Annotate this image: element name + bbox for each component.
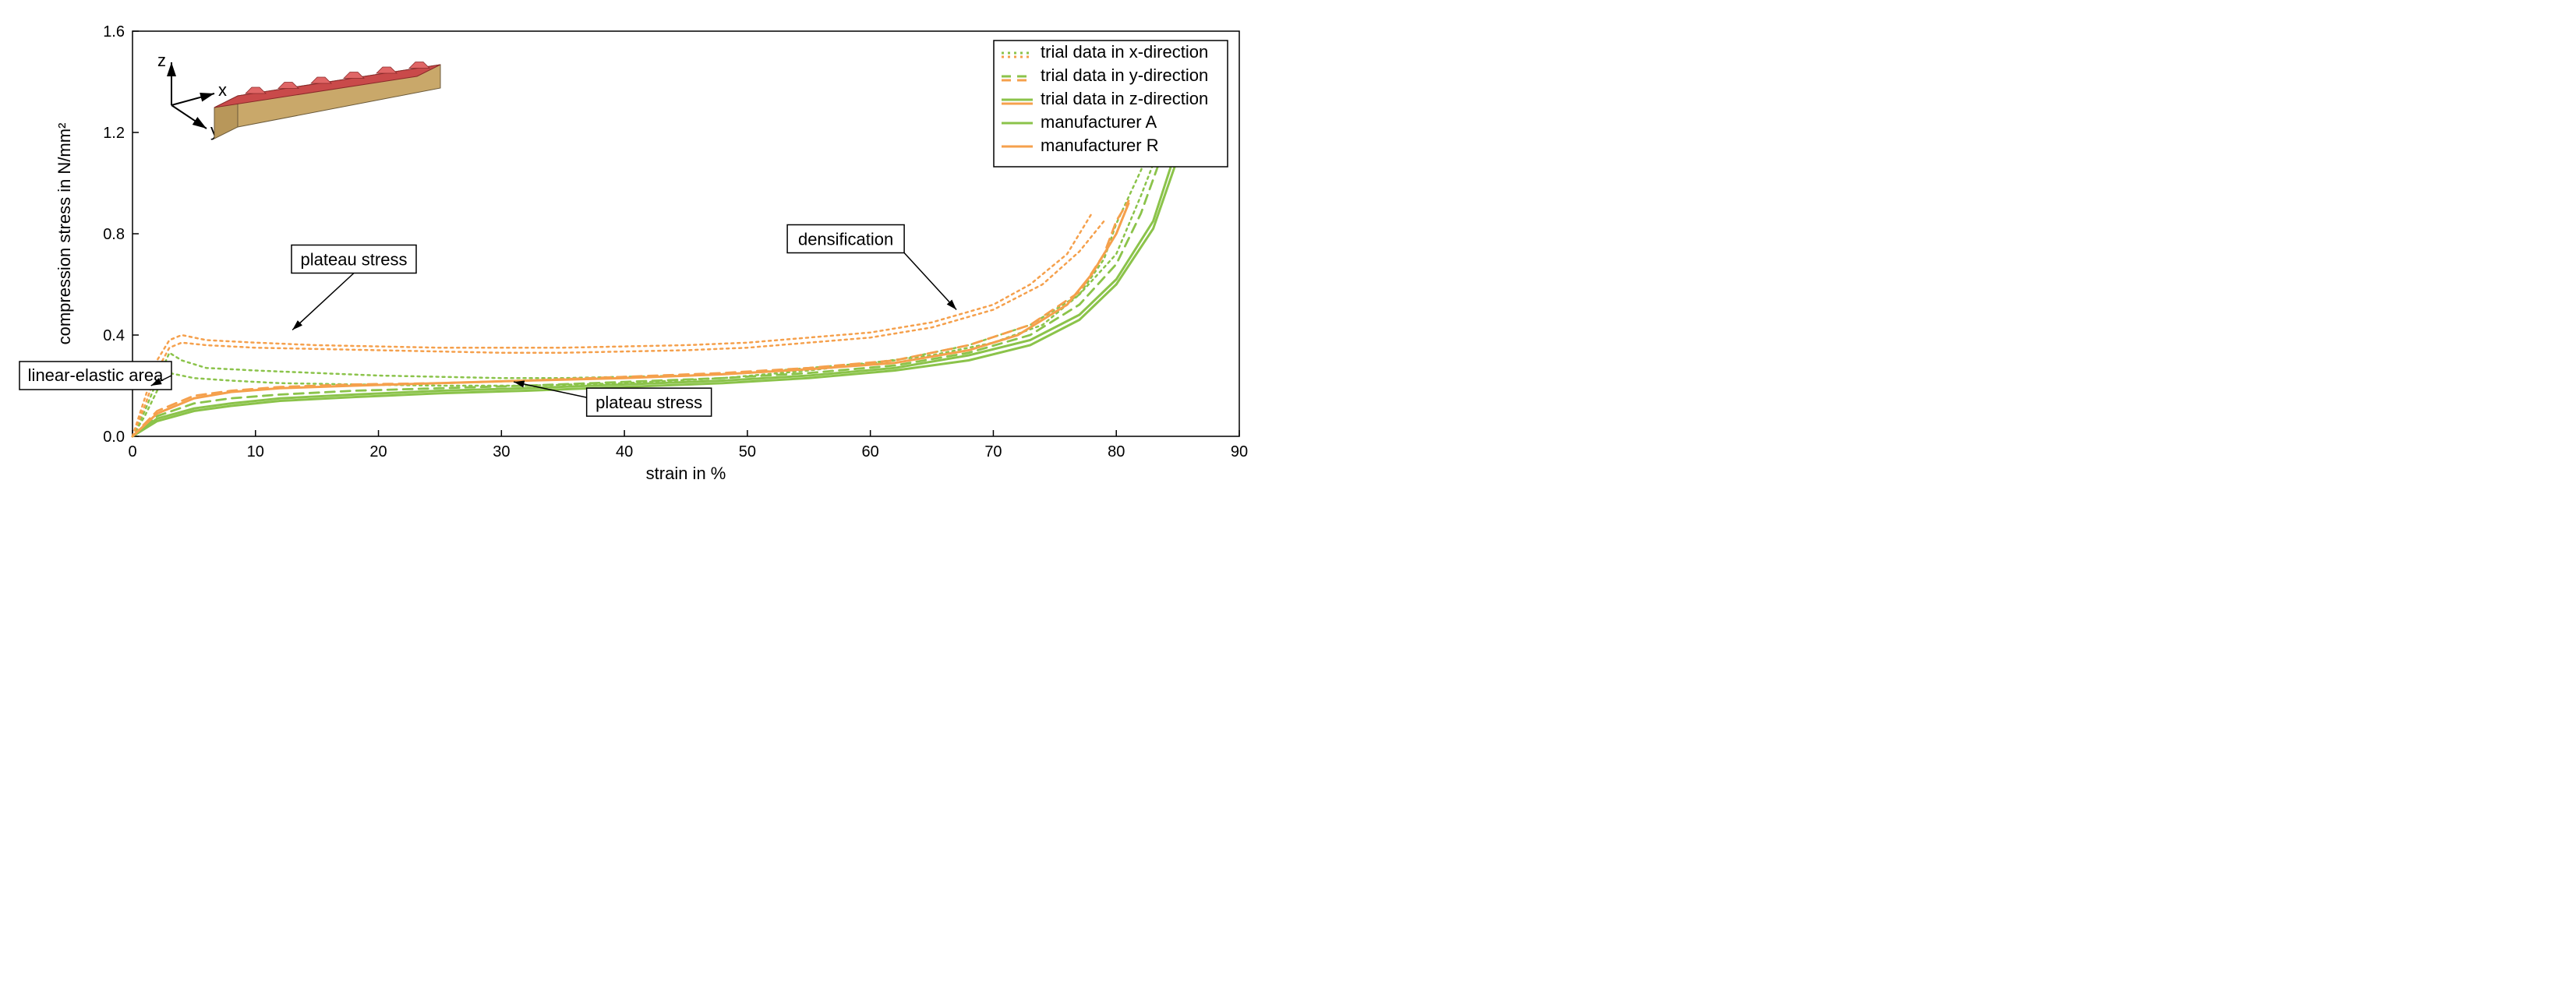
- y-axis-label: compression stress in N/mm²: [55, 123, 74, 345]
- annotation-plateau-upper: plateau stress: [301, 250, 408, 270]
- x-tick-label: 0: [128, 443, 136, 460]
- annotation-linear-elastic: linear-elastic area: [28, 365, 164, 385]
- axis-x-label: x: [218, 80, 227, 100]
- x-tick-label: 20: [369, 443, 387, 460]
- y-tick-label: 1.6: [103, 23, 125, 41]
- annotation-densification: densification: [798, 230, 893, 249]
- legend-item: trial data in x-direction: [1041, 42, 1208, 62]
- axis-z-label: z: [157, 51, 166, 70]
- y-tick-label: 0.0: [103, 429, 125, 446]
- x-tick-label: 60: [862, 443, 879, 460]
- legend-item: trial data in y-direction: [1041, 65, 1208, 85]
- legend-item: trial data in z-direction: [1041, 89, 1208, 108]
- y-tick-label: 0.8: [103, 226, 125, 243]
- x-axis-label: strain in %: [646, 464, 726, 483]
- annotation-plateau-lower: plateau stress: [595, 393, 702, 412]
- legend-item: manufacturer A: [1041, 112, 1157, 132]
- legend-item: manufacturer R: [1041, 136, 1159, 155]
- x-tick-label: 50: [739, 443, 756, 460]
- x-tick-label: 30: [493, 443, 510, 460]
- x-tick-label: 80: [1108, 443, 1125, 460]
- x-tick-label: 90: [1231, 443, 1248, 460]
- y-tick-label: 0.4: [103, 327, 125, 344]
- x-tick-label: 70: [984, 443, 1002, 460]
- chart-container: 0 10 20 30 40 50 60 70 80 90 0.0 0.4 0.8 1.2 1.6 strain…: [16, 16, 1263, 499]
- y-tick-label: 1.2: [103, 125, 125, 142]
- x-tick-label: 10: [247, 443, 264, 460]
- compression-stress-chart: 0 10 20 30 40 50 60 70 80 90 0.0 0.4 0.8 1.2 1.6 strain…: [16, 16, 1263, 499]
- x-tick-label: 40: [616, 443, 633, 460]
